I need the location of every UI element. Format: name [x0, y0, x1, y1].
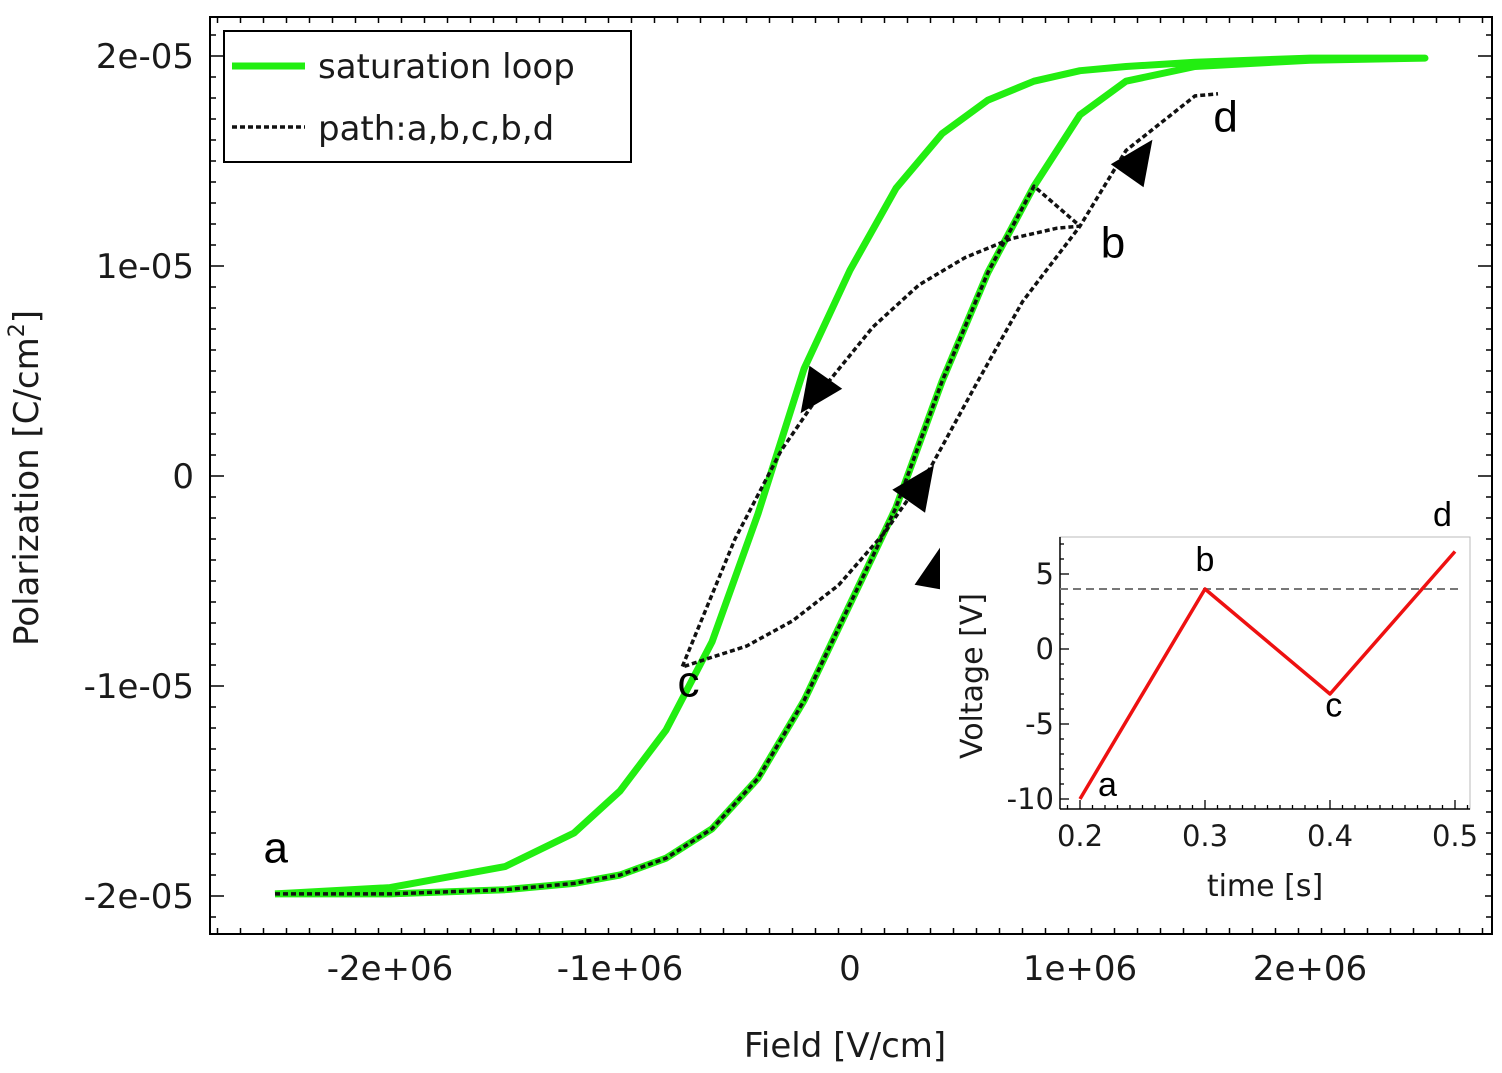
arrowhead	[892, 465, 934, 513]
inset-x-tick-label: 0.5	[1432, 819, 1478, 853]
point-label-d: d	[1213, 93, 1237, 142]
inset-x-tick-label: 0.4	[1307, 819, 1353, 853]
main-x-tick-labels: -2e+06 -1e+06 0 1e+06 2e+06	[327, 949, 1367, 989]
y-tick-label: -2e-05	[84, 877, 194, 917]
main-y-tick-labels: -2e-05 -1e-05 0 1e-05 2e-05	[84, 37, 194, 917]
main-point-labels: a b c d	[264, 93, 1238, 873]
inset-y-tick-label: -5	[1025, 707, 1054, 741]
main-y-axis-title: Polarization [C/cm2]	[5, 310, 47, 646]
direction-arrow	[892, 465, 934, 513]
y-tick-label: 1e-05	[96, 247, 194, 287]
inset-x-tick-labels: 0.2 0.3 0.4 0.5	[1057, 819, 1478, 853]
inset-y-tick-label: -10	[1007, 782, 1054, 816]
y-axis-title-superscript: 2	[5, 323, 30, 337]
inset-y-tick-labels: -10 -5 0 5	[1007, 557, 1054, 816]
legend-label-saturation: saturation loop	[318, 47, 575, 87]
series-path-abcbd	[275, 92, 1219, 896]
inset-x-axis-title: time [s]	[1207, 869, 1323, 904]
inset-point-label-a: a	[1098, 766, 1117, 804]
legend-box	[223, 30, 632, 163]
main-axis-ticks	[210, 17, 1492, 934]
inset-y-axis-title: Voltage [V]	[955, 593, 990, 759]
main-series-group	[274, 54, 1429, 898]
legend: saturation loop path:a,b,c,b,d	[223, 30, 632, 163]
x-tick-label: -1e+06	[557, 949, 684, 989]
inset-point-labels: a b c d	[1098, 496, 1452, 804]
inset-plot-frame	[1059, 536, 1471, 810]
inset-y-tick-label: 5	[1036, 557, 1054, 591]
arrowhead	[800, 365, 843, 414]
inset-x-tick-label: 0.2	[1057, 819, 1103, 853]
inset-point-label-d: d	[1433, 496, 1452, 534]
point-label-a: a	[264, 823, 289, 872]
arrowhead	[1110, 139, 1153, 188]
x-tick-label: 0	[839, 949, 861, 989]
inset-point-label-c: c	[1325, 687, 1342, 725]
y-tick-label: 0	[172, 457, 194, 497]
x-tick-label: -2e+06	[327, 949, 454, 989]
point-label-c: c	[678, 658, 700, 707]
inset-series-group	[1060, 550, 1460, 800]
inset-voltage-series	[1078, 550, 1457, 800]
inset-y-tick-label: 0	[1036, 632, 1054, 666]
x-tick-label: 1e+06	[1023, 949, 1137, 989]
legend-label-path: path:a,b,c,b,d	[318, 109, 554, 149]
main-x-axis-title: Field [V/cm]	[744, 1026, 946, 1066]
x-tick-label: 2e+06	[1253, 949, 1367, 989]
inset-point-label-b: b	[1196, 541, 1215, 579]
inset-axis-ticks	[1060, 543, 1469, 809]
y-tick-label: -1e-05	[84, 667, 194, 707]
point-label-b: b	[1101, 219, 1125, 268]
y-tick-label: 2e-05	[96, 37, 194, 77]
direction-arrow	[800, 365, 843, 414]
direction-arrow	[1110, 139, 1153, 188]
inset-x-tick-label: 0.3	[1182, 819, 1228, 853]
